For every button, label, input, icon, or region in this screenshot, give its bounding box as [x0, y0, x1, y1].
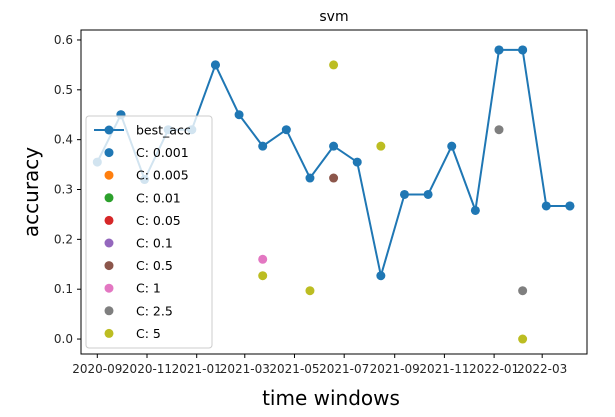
legend-marker: [104, 148, 114, 158]
y-axis-label: accuracy: [19, 147, 43, 237]
legend-label: C: 0.1: [136, 236, 173, 251]
x-tick-label: 2020-09: [72, 362, 122, 376]
x-tick-label: 2021-01: [172, 362, 222, 376]
legend: best_acc C: 0.001 C: 0.005 C: 0.01 C: 0.05 C:…: [85, 115, 213, 349]
best-acc-point: [376, 271, 386, 281]
legend-label: C: 0.01: [136, 190, 181, 205]
legend-box: [85, 115, 213, 349]
scatter-point: [376, 141, 386, 151]
best-acc-point: [329, 141, 339, 151]
legend-label: C: 1: [136, 281, 161, 296]
legend-line-marker: [104, 125, 114, 135]
y-tick-label: 0.2: [54, 232, 73, 246]
y-tick-label: 0.4: [54, 133, 73, 147]
legend-marker: [104, 328, 114, 338]
scatter-point: [494, 45, 504, 55]
legend-label: C: 2.5: [136, 303, 173, 318]
legend-label: C: 0.5: [136, 258, 173, 273]
legend-label: best_acc: [136, 123, 191, 138]
best-acc-point: [470, 205, 480, 215]
scatter-point: [329, 60, 339, 70]
x-tick-label: 2021-11: [419, 362, 469, 376]
best-acc-point: [541, 201, 551, 211]
chart-title: svm: [319, 9, 348, 25]
scatter-point: [518, 286, 528, 296]
best-acc-point: [423, 189, 433, 199]
y-tick-label: 0.1: [54, 282, 73, 296]
scatter-point: [258, 254, 268, 264]
best-acc-point: [352, 157, 362, 167]
legend-marker: [104, 170, 114, 180]
scatter-point: [258, 271, 268, 281]
x-tick-label: 2021-09: [370, 362, 420, 376]
x-tick-label: 2022-01: [469, 362, 519, 376]
legend-marker: [104, 306, 114, 316]
x-tick-label: 2021-03: [220, 362, 270, 376]
best-acc-point: [281, 125, 291, 135]
y-tick-label: 0.0: [54, 332, 73, 346]
legend-label: C: 0.001: [136, 145, 189, 160]
best-acc-point: [258, 141, 268, 151]
best-acc-point: [305, 173, 315, 183]
best-acc-point: [447, 141, 457, 151]
y-tick-label: 0.3: [54, 183, 73, 197]
legend-label: C: 0.05: [136, 213, 181, 228]
x-tick-label: 2022-03: [517, 362, 567, 376]
scatter-point: [565, 201, 575, 211]
y-axis-ticks: 0.0 0.1 0.2 0.3 0.4 0.5 0.6: [54, 33, 81, 346]
scatter-point: [329, 173, 339, 183]
x-tick-label: 2021-05: [269, 362, 319, 376]
scatter-point: [518, 334, 528, 344]
legend-marker: [104, 238, 114, 248]
plot-frame: [80, 29, 588, 355]
legend-marker: [104, 283, 114, 293]
x-tick-label: 2021-07: [319, 362, 369, 376]
x-axis-label: time windows: [262, 386, 400, 410]
best-acc-point: [399, 189, 409, 199]
scatter-point: [305, 286, 315, 296]
scatter-point: [494, 125, 504, 135]
best-acc-point: [234, 110, 244, 120]
legend-label: C: 0.005: [136, 168, 189, 183]
x-tick-label: 2020-11: [122, 362, 172, 376]
legend-marker: [104, 261, 114, 271]
scatter-point: [518, 45, 528, 55]
legend-marker: [104, 193, 114, 203]
y-tick-label: 0.6: [54, 33, 73, 47]
scatter-point: [210, 60, 220, 70]
legend-label: C: 5: [136, 326, 161, 341]
legend-marker: [104, 215, 114, 225]
y-tick-label: 0.5: [54, 83, 73, 97]
